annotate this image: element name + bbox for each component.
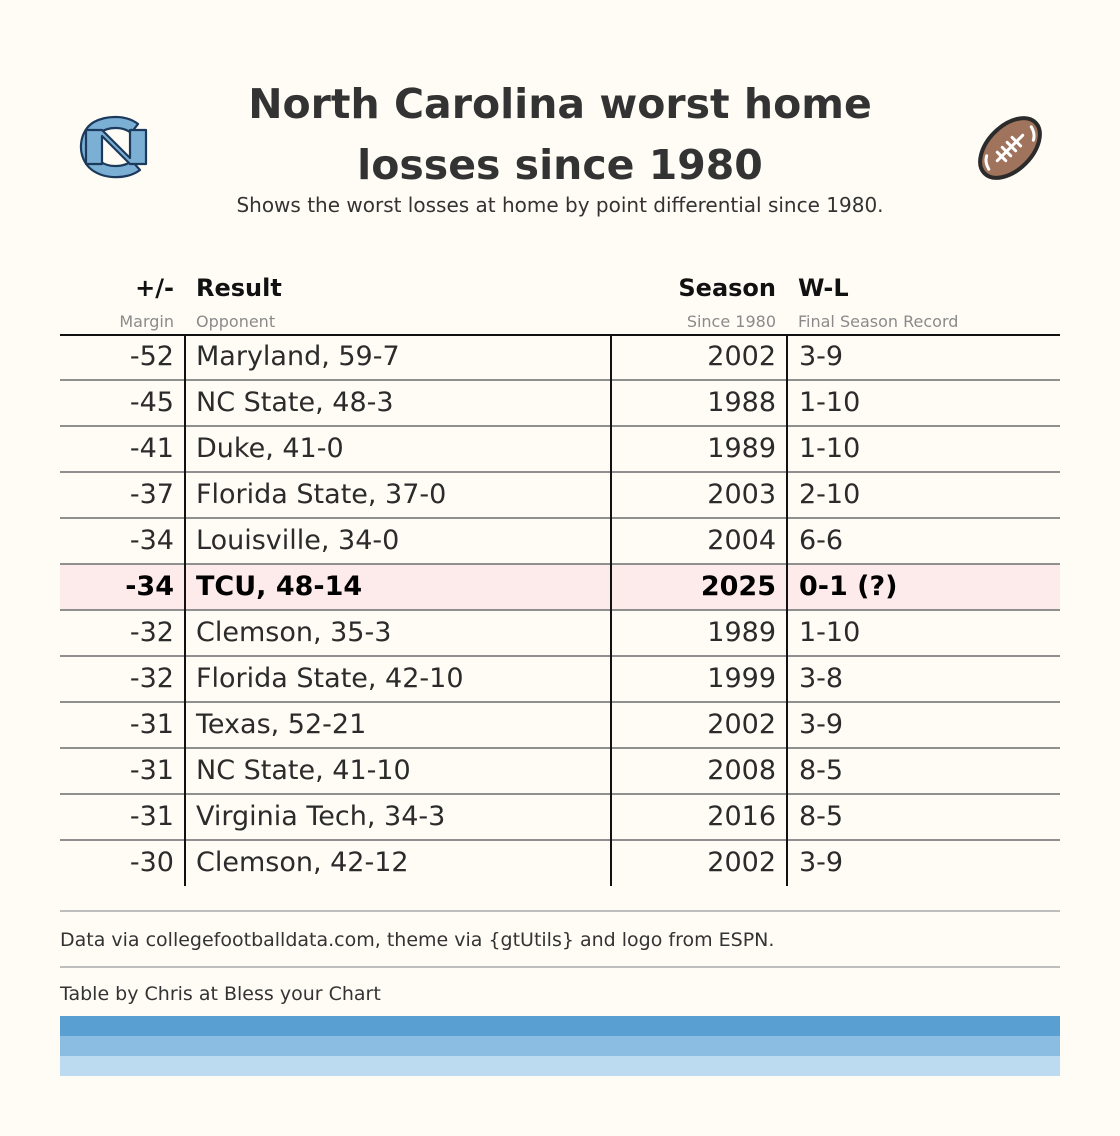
cell-wl: 2-10 [799,479,861,510]
cell-result: TCU, 48-14 [196,571,363,602]
cell-result: Clemson, 35-3 [196,617,392,648]
cell-wl: 3-8 [799,663,844,694]
color-strip-1 [60,1016,1060,1036]
footer-rule [60,910,1060,912]
cell-result: Florida State, 37-0 [196,479,447,510]
cell-wl: 8-5 [799,755,844,786]
cell-season: 2003 [707,479,776,510]
cell-margin: -31 [129,801,174,832]
cell-wl: 0-1 (?) [799,571,898,602]
table-row: -41 Duke, 41-0 1989 1-10 [60,427,1060,473]
cell-result: NC State, 41-10 [196,755,411,786]
table-row: -45 NC State, 48-3 1988 1-10 [60,381,1060,427]
title-line-2: losses since 1980 [357,141,763,189]
cell-season: 2002 [707,341,776,372]
column-divider [786,335,788,886]
cell-season: 2004 [707,525,776,556]
column-divider [184,335,186,886]
color-strip-3 [60,1056,1060,1076]
cell-wl: 8-5 [799,801,844,832]
table-row: -32 Florida State, 42-10 1999 3-8 [60,657,1060,703]
table-row: -34 TCU, 48-14 2025 0-1 (?) [60,565,1060,611]
cell-margin: -30 [129,847,174,878]
cell-season: 2025 [700,571,776,602]
chart-subtitle: Shows the worst losses at home by point … [236,193,884,217]
column-divider [610,335,612,886]
cell-margin: -45 [129,387,174,418]
cell-season: 1989 [707,617,776,648]
football-icon [978,116,1042,180]
cell-wl: 3-9 [799,709,844,740]
table-row: -34 Louisville, 34-0 2004 6-6 [60,519,1060,565]
cell-margin: -32 [129,663,174,694]
nc-logo-icon [79,115,148,179]
cell-season: 2002 [707,709,776,740]
cell-margin: -41 [129,433,174,464]
header-rule [60,334,1060,336]
cell-result: Duke, 41-0 [196,433,344,464]
col-sublabel-wl: Final Season Record [798,312,959,331]
cell-season: 1989 [707,433,776,464]
cell-wl: 3-9 [799,341,844,372]
col-header-margin: +/- [135,274,174,302]
cell-season: 2016 [707,801,776,832]
source-note: Data via collegefootballdata.com, theme … [60,929,775,951]
cell-result: NC State, 48-3 [196,387,394,418]
cell-margin: -52 [129,341,174,372]
col-sublabel-opponent: Opponent [196,312,276,331]
table-row: -32 Clemson, 35-3 1989 1-10 [60,611,1060,657]
cell-result: Maryland, 59-7 [196,341,400,372]
cell-wl: 6-6 [799,525,844,556]
col-header-season: Season [678,274,776,302]
col-sublabel-season: Since 1980 [686,312,776,331]
cell-wl: 1-10 [799,387,861,418]
table-row: -30 Clemson, 42-12 2002 3-9 [60,841,1060,887]
cell-wl: 1-10 [799,433,861,464]
cell-margin: -34 [125,571,174,602]
cell-result: Louisville, 34-0 [196,525,400,556]
title-line-1: North Carolina worst home [248,80,872,128]
cell-margin: -31 [129,709,174,740]
cell-season: 1988 [707,387,776,418]
table-row: -31 Virginia Tech, 34-3 2016 8-5 [60,795,1060,841]
table-row: -31 NC State, 41-10 2008 8-5 [60,749,1060,795]
cell-margin: -32 [129,617,174,648]
credit-note: Table by Chris at Bless your Chart [60,983,381,1005]
col-header-wl: W-L [798,274,849,302]
cell-result: Virginia Tech, 34-3 [196,801,446,832]
credit-rule [60,966,1060,968]
table-row: -31 Texas, 52-21 2002 3-9 [60,703,1060,749]
color-strip-2 [60,1036,1060,1056]
table-row: -52 Maryland, 59-7 2002 3-9 [60,335,1060,381]
table-row: -37 Florida State, 37-0 2003 2-10 [60,473,1060,519]
cell-wl: 3-9 [799,847,844,878]
col-sublabel-margin: Margin [119,312,174,331]
cell-season: 2008 [707,755,776,786]
cell-wl: 1-10 [799,617,861,648]
cell-result: Texas, 52-21 [196,709,367,740]
cell-result: Clemson, 42-12 [196,847,409,878]
cell-season: 2002 [707,847,776,878]
cell-margin: -37 [129,479,174,510]
col-header-result: Result [196,274,282,302]
chart-title: North Carolina worst home losses since 1… [160,74,960,196]
cell-margin: -34 [129,525,174,556]
cell-result: Florida State, 42-10 [196,663,464,694]
cell-margin: -31 [129,755,174,786]
cell-season: 1999 [707,663,776,694]
